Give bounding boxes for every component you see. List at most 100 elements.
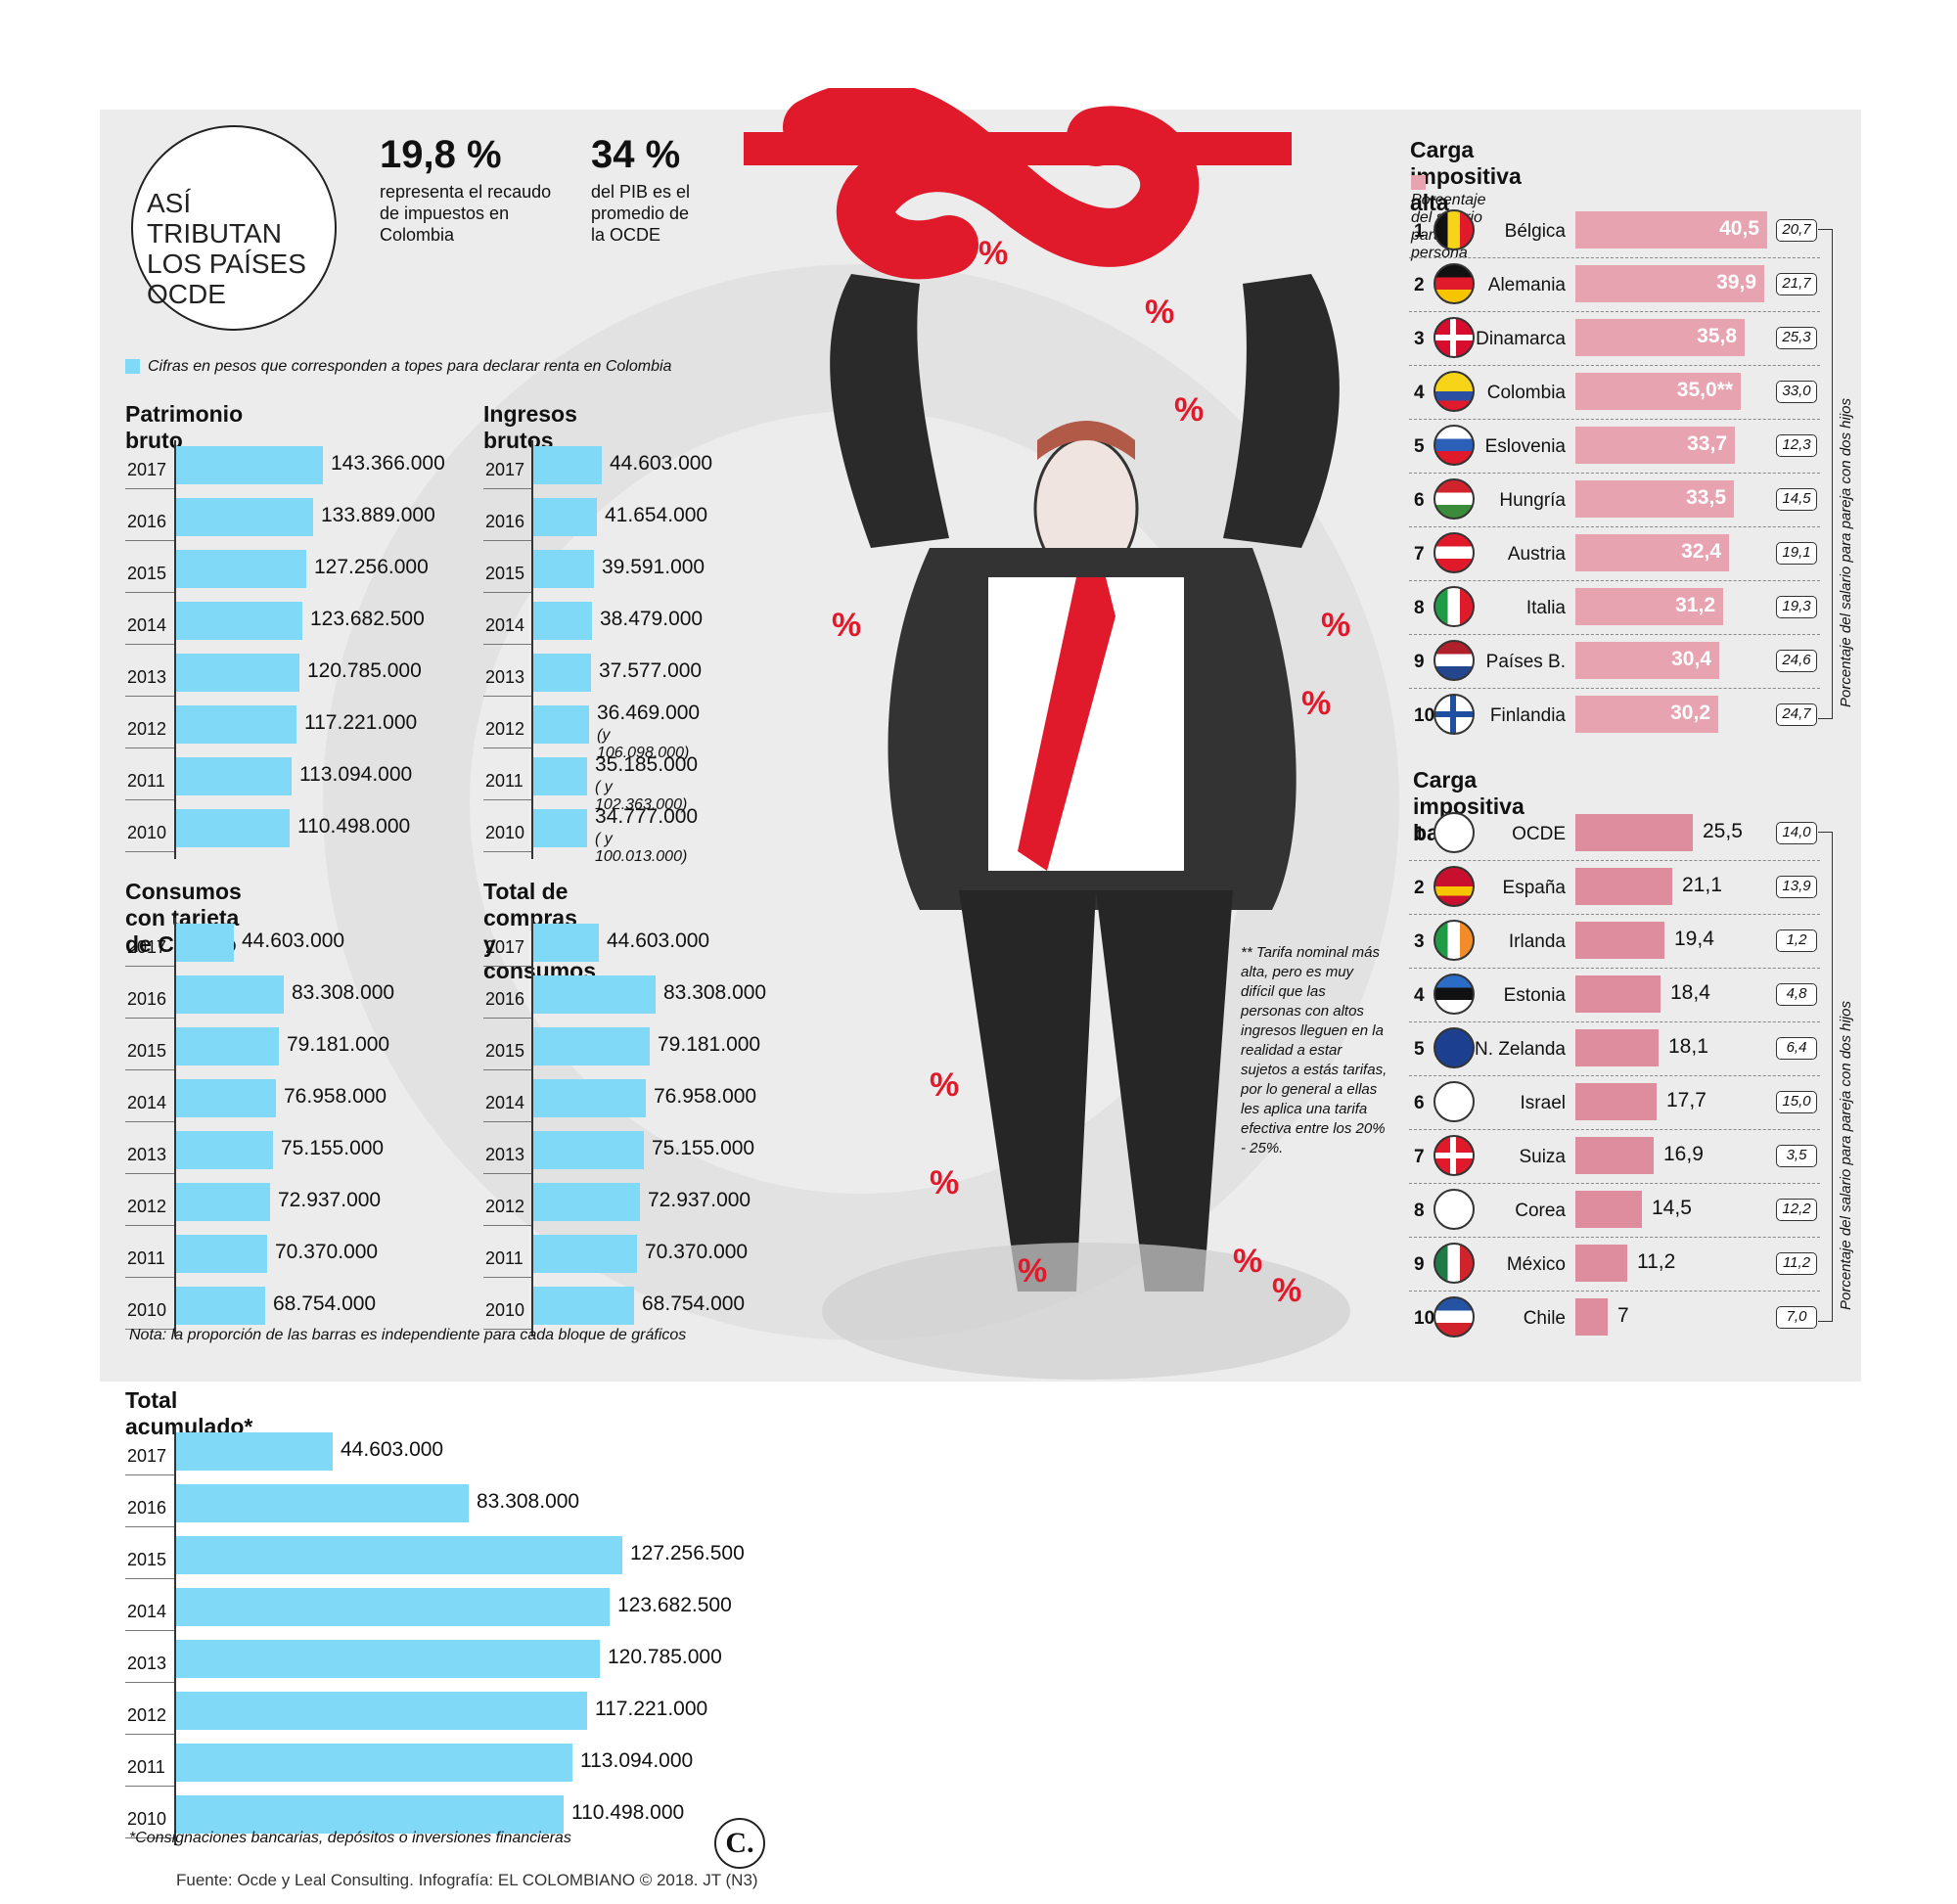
- year-label: 2016: [127, 512, 167, 531]
- rank-number: 7: [1414, 544, 1425, 565]
- year-label: 2011: [485, 1248, 523, 1268]
- chart-title: Patrimonio bruto: [125, 401, 244, 453]
- left-leg: [959, 890, 1096, 1292]
- bar: [533, 975, 656, 1014]
- flag-icon: [1434, 371, 1475, 412]
- row-separator: [1409, 914, 1820, 915]
- logo: C.: [714, 1818, 765, 1869]
- row-separator: [125, 1474, 174, 1475]
- year-label: 2011: [127, 1248, 165, 1268]
- row-separator: [1409, 419, 1820, 420]
- value-label: 117.221.000: [595, 1698, 708, 1720]
- year-label: 2011: [127, 1757, 165, 1777]
- bar: [1575, 480, 1734, 518]
- row-separator: [125, 1837, 174, 1838]
- year-label: 2010: [127, 1300, 167, 1320]
- country-label: Suiza: [1519, 1147, 1566, 1167]
- bar: [176, 1640, 600, 1678]
- flag-icon: [1434, 1243, 1475, 1284]
- flag-icon: [1434, 263, 1475, 304]
- value-label: 79.181.000: [658, 1033, 761, 1056]
- bar: [533, 1183, 640, 1221]
- year-label: 2017: [485, 937, 525, 957]
- row-separator: [125, 1173, 174, 1174]
- value-label: 120.785.000: [608, 1646, 722, 1668]
- axis-line: [174, 440, 176, 859]
- svg-text:%: %: [1145, 294, 1174, 331]
- value-sublabel: ( y 100.013.000): [595, 831, 688, 865]
- value-label: 32,4: [1681, 540, 1721, 563]
- rank-number: 3: [1414, 931, 1425, 952]
- bar: [1575, 588, 1723, 625]
- row-separator: [125, 1277, 174, 1278]
- row-separator: [483, 1329, 531, 1330]
- row-separator: [483, 644, 531, 645]
- bracket: [1818, 832, 1833, 1322]
- right-arm: [1223, 274, 1340, 548]
- axis-line: [174, 918, 176, 1337]
- row-separator: [483, 1018, 531, 1019]
- bar: [1575, 1298, 1608, 1336]
- bar: [533, 1287, 634, 1325]
- year-label: 2014: [127, 1602, 167, 1621]
- right-leg: [1096, 890, 1233, 1292]
- couple-value-box: 20,7: [1776, 219, 1817, 242]
- axis-line: [531, 918, 533, 1337]
- couple-value-box: 12,3: [1776, 434, 1817, 457]
- source: Fuente: Ocde y Leal Consulting. Infograf…: [176, 1871, 758, 1889]
- country-label: España: [1502, 878, 1566, 898]
- couple-value-box: 15,0: [1776, 1091, 1817, 1113]
- value-label: 83.308.000: [663, 981, 767, 1004]
- bar: [533, 498, 597, 536]
- bar: [1575, 696, 1718, 733]
- svg-text:%: %: [930, 1164, 959, 1201]
- value-label: 44.603.000: [610, 452, 713, 475]
- country-label: Estonia: [1503, 985, 1566, 1006]
- value-label: 18,4: [1670, 981, 1710, 1004]
- bar: [1575, 975, 1661, 1013]
- row-separator: [125, 966, 174, 967]
- row-separator: [125, 1526, 174, 1527]
- rank-number: 7: [1414, 1147, 1425, 1167]
- bar: [176, 975, 284, 1014]
- value-label: 72.937.000: [648, 1189, 751, 1211]
- year-label: 2012: [485, 719, 525, 739]
- value-label: 44.603.000: [341, 1438, 444, 1461]
- row-separator: [1409, 1237, 1820, 1238]
- bar: [176, 1027, 279, 1065]
- year-label: 2012: [127, 719, 167, 739]
- value-label: 36.469.000: [597, 702, 701, 724]
- row-separator: [1409, 257, 1820, 258]
- rank-number: 1: [1414, 221, 1425, 242]
- row-separator: [1409, 1183, 1820, 1184]
- year-label: 2014: [485, 615, 525, 635]
- row-separator: [125, 1682, 174, 1683]
- flag-icon: [1434, 974, 1475, 1015]
- country-label: Colombia: [1486, 383, 1566, 403]
- rank-number: 9: [1414, 652, 1425, 672]
- bar: [1575, 1191, 1642, 1228]
- row-separator: [125, 799, 174, 800]
- value-label: 110.498.000: [297, 815, 411, 838]
- rank-number: 2: [1414, 275, 1425, 295]
- row-separator: [483, 488, 531, 489]
- country-label: Austria: [1507, 544, 1566, 565]
- bar: [176, 1692, 587, 1730]
- value-label: 76.958.000: [654, 1085, 757, 1108]
- value-label: 117.221.000: [304, 711, 418, 734]
- bar: [1575, 534, 1729, 571]
- bar: [533, 1027, 650, 1065]
- year-label: 2013: [127, 1654, 167, 1673]
- value-label: 33,5: [1686, 486, 1726, 509]
- row-separator: [483, 1121, 531, 1122]
- value-label: 37.577.000: [599, 659, 703, 682]
- bar: [1575, 373, 1741, 410]
- value-label: 34.777.000: [595, 805, 699, 828]
- row-separator: [483, 696, 531, 697]
- row-separator: [125, 488, 174, 489]
- country-label: Bélgica: [1504, 221, 1566, 242]
- couple-value-box: 33,0: [1776, 381, 1817, 403]
- row-separator: [483, 1225, 531, 1226]
- bar: [176, 1079, 276, 1117]
- country-label: Israel: [1520, 1093, 1566, 1113]
